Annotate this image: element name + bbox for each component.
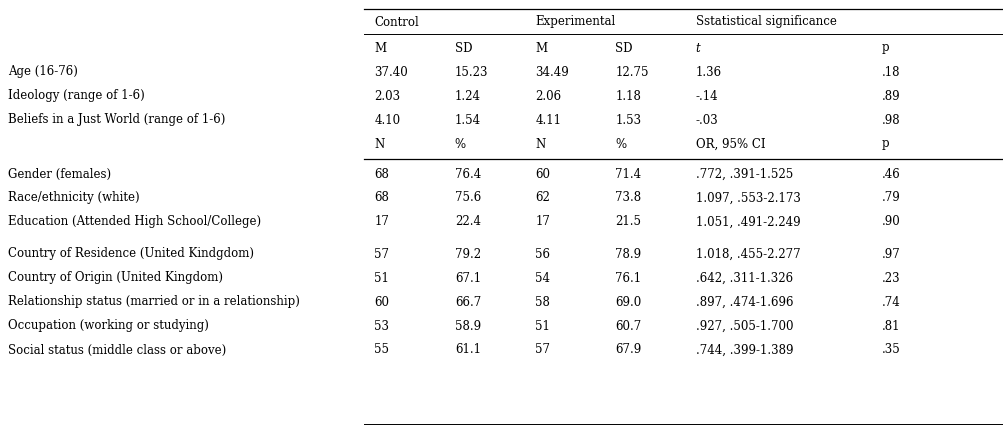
Text: .772, .391-1.525: .772, .391-1.525 xyxy=(695,167,792,180)
Text: .79: .79 xyxy=(881,191,900,204)
Text: .97: .97 xyxy=(881,247,900,260)
Text: 76.1: 76.1 xyxy=(615,271,641,284)
Text: .18: .18 xyxy=(881,66,899,78)
Text: 51: 51 xyxy=(374,271,389,284)
Text: 68: 68 xyxy=(374,191,389,204)
Text: 57: 57 xyxy=(535,343,550,356)
Text: 22.4: 22.4 xyxy=(454,215,480,228)
Text: .46: .46 xyxy=(881,167,900,180)
Text: Occupation (working or studying): Occupation (working or studying) xyxy=(8,319,209,332)
Text: 73.8: 73.8 xyxy=(615,191,641,204)
Text: .744, .399-1.389: .744, .399-1.389 xyxy=(695,343,792,356)
Text: Experimental: Experimental xyxy=(535,16,615,29)
Text: 21.5: 21.5 xyxy=(615,215,641,228)
Text: N: N xyxy=(535,137,545,150)
Text: 60.7: 60.7 xyxy=(615,319,641,332)
Text: -.14: -.14 xyxy=(695,89,718,102)
Text: 17: 17 xyxy=(535,215,550,228)
Text: .90: .90 xyxy=(881,215,900,228)
Text: 51: 51 xyxy=(535,319,550,332)
Text: Race/ethnicity (white): Race/ethnicity (white) xyxy=(8,191,139,204)
Text: 67.1: 67.1 xyxy=(454,271,480,284)
Text: .897, .474-1.696: .897, .474-1.696 xyxy=(695,295,792,308)
Text: 60: 60 xyxy=(535,167,550,180)
Text: N: N xyxy=(374,137,384,150)
Text: .23: .23 xyxy=(881,271,900,284)
Text: 1.24: 1.24 xyxy=(454,89,480,102)
Text: SD: SD xyxy=(615,41,632,54)
Text: M: M xyxy=(374,41,386,54)
Text: 34.49: 34.49 xyxy=(535,66,569,78)
Text: .927, .505-1.700: .927, .505-1.700 xyxy=(695,319,792,332)
Text: 78.9: 78.9 xyxy=(615,247,641,260)
Text: Gender (females): Gender (females) xyxy=(8,167,111,180)
Text: 56: 56 xyxy=(535,247,550,260)
Text: 12.75: 12.75 xyxy=(615,66,648,78)
Text: Social status (middle class or above): Social status (middle class or above) xyxy=(8,343,226,356)
Text: 58.9: 58.9 xyxy=(454,319,480,332)
Text: 66.7: 66.7 xyxy=(454,295,480,308)
Text: 1.097, .553-2.173: 1.097, .553-2.173 xyxy=(695,191,799,204)
Text: 61.1: 61.1 xyxy=(454,343,480,356)
Text: .642, .311-1.326: .642, .311-1.326 xyxy=(695,271,792,284)
Text: 1.051, .491-2.249: 1.051, .491-2.249 xyxy=(695,215,799,228)
Text: .89: .89 xyxy=(881,89,900,102)
Text: 1.018, .455-2.277: 1.018, .455-2.277 xyxy=(695,247,799,260)
Text: Country of Residence (United Kindgdom): Country of Residence (United Kindgdom) xyxy=(8,247,254,260)
Text: Age (16-76): Age (16-76) xyxy=(8,66,78,78)
Text: OR, 95% CI: OR, 95% CI xyxy=(695,137,764,150)
Text: Beliefs in a Just World (range of 1-6): Beliefs in a Just World (range of 1-6) xyxy=(8,113,226,126)
Text: 79.2: 79.2 xyxy=(454,247,480,260)
Text: p: p xyxy=(881,137,889,150)
Text: 1.18: 1.18 xyxy=(615,89,641,102)
Text: 58: 58 xyxy=(535,295,550,308)
Text: 69.0: 69.0 xyxy=(615,295,641,308)
Text: .81: .81 xyxy=(881,319,899,332)
Text: Education (Attended High School/College): Education (Attended High School/College) xyxy=(8,215,261,228)
Text: 37.40: 37.40 xyxy=(374,66,408,78)
Text: 62: 62 xyxy=(535,191,550,204)
Text: 1.36: 1.36 xyxy=(695,66,721,78)
Text: 55: 55 xyxy=(374,343,389,356)
Text: 71.4: 71.4 xyxy=(615,167,641,180)
Text: 4.10: 4.10 xyxy=(374,113,400,126)
Text: M: M xyxy=(535,41,547,54)
Text: Country of Origin (United Kingdom): Country of Origin (United Kingdom) xyxy=(8,271,223,284)
Text: .98: .98 xyxy=(881,113,900,126)
Text: 2.03: 2.03 xyxy=(374,89,400,102)
Text: 68: 68 xyxy=(374,167,389,180)
Text: SD: SD xyxy=(454,41,471,54)
Text: 54: 54 xyxy=(535,271,550,284)
Text: 53: 53 xyxy=(374,319,389,332)
Text: Relationship status (married or in a relationship): Relationship status (married or in a rel… xyxy=(8,295,300,308)
Text: 75.6: 75.6 xyxy=(454,191,480,204)
Text: Ideology (range of 1-6): Ideology (range of 1-6) xyxy=(8,89,144,102)
Text: %: % xyxy=(615,137,626,150)
Text: 67.9: 67.9 xyxy=(615,343,641,356)
Text: Sstatistical significance: Sstatistical significance xyxy=(695,16,835,29)
Text: 4.11: 4.11 xyxy=(535,113,561,126)
Text: 15.23: 15.23 xyxy=(454,66,487,78)
Text: %: % xyxy=(454,137,465,150)
Text: .74: .74 xyxy=(881,295,900,308)
Text: t: t xyxy=(695,41,700,54)
Text: 76.4: 76.4 xyxy=(454,167,480,180)
Text: Control: Control xyxy=(374,16,419,29)
Text: 1.53: 1.53 xyxy=(615,113,641,126)
Text: 2.06: 2.06 xyxy=(535,89,561,102)
Text: .35: .35 xyxy=(881,343,900,356)
Text: 17: 17 xyxy=(374,215,389,228)
Text: 60: 60 xyxy=(374,295,389,308)
Text: -.03: -.03 xyxy=(695,113,718,126)
Text: p: p xyxy=(881,41,889,54)
Text: 57: 57 xyxy=(374,247,389,260)
Text: 1.54: 1.54 xyxy=(454,113,480,126)
